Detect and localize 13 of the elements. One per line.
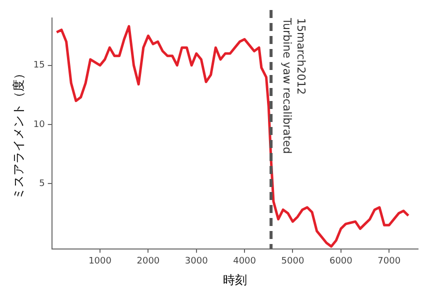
y-tick-label: 15 <box>33 60 45 71</box>
x-tick-label: 2000 <box>136 256 160 267</box>
y-axis-title: ミスアライメント（度） <box>11 67 26 200</box>
y-tick-label: 5 <box>39 179 45 190</box>
ref-line-label: 15march2012 Turbine yaw recalibrated <box>280 17 308 154</box>
x-tick-label: 1000 <box>88 256 112 267</box>
x-tick-label: 7000 <box>378 256 401 267</box>
x-tick-label: 6000 <box>329 256 353 267</box>
x-tick-label: 4000 <box>233 256 256 267</box>
x-axis-title: 時刻 <box>222 272 247 287</box>
y-tick-label: 10 <box>33 120 46 130</box>
x-tick-label: 3000 <box>184 256 208 267</box>
x-tick-label: 5000 <box>281 256 304 267</box>
